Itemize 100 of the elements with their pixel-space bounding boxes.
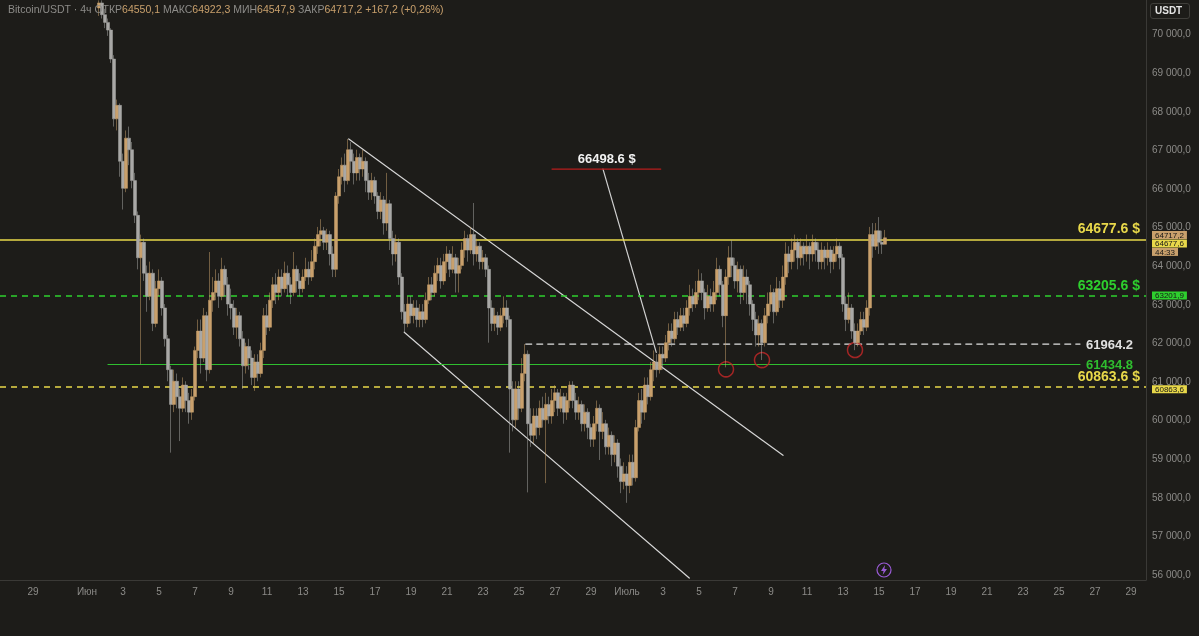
y-tick-label: 64677,6 (1155, 239, 1185, 249)
x-tick-label: 9 (768, 585, 775, 597)
candlestick (265, 303, 269, 336)
candlestick (409, 296, 413, 324)
candlestick (829, 245, 833, 274)
y-tick-label: 56 000,0 (1152, 568, 1192, 580)
candlestick (661, 346, 665, 370)
candlestick (577, 396, 581, 421)
x-tick-label: 23 (477, 585, 489, 597)
x-tick-label: 11 (801, 585, 813, 597)
candlestick (472, 202, 476, 266)
x-tick-label: Июн (76, 585, 98, 597)
candlestick (820, 242, 824, 270)
x-tick-label: 13 (297, 585, 309, 597)
candlestick (547, 396, 551, 424)
candlestick (481, 249, 485, 270)
y-axis-title: USDT (1150, 3, 1190, 19)
y-tick-label: 59 000,0 (1152, 452, 1192, 464)
candlestick (541, 396, 545, 428)
candlestick (808, 242, 812, 270)
chart-title: Bitcoin/USDT · 4ч (8, 3, 92, 15)
x-tick-label: 21 (981, 585, 993, 597)
x-tick-label: 9 (228, 585, 235, 597)
x-tick-label: 5 (696, 585, 703, 597)
candlestick (496, 311, 500, 336)
candlestick (817, 242, 821, 270)
candlestick (208, 251, 212, 374)
candlestick (274, 272, 278, 305)
candlestick (307, 261, 311, 286)
candlestick (826, 242, 830, 266)
candlestick (139, 234, 143, 365)
candlestick (655, 354, 659, 378)
candlestick (277, 269, 281, 301)
x-tick-label: 13 (837, 585, 849, 597)
candlestick (556, 388, 560, 417)
candlestick (622, 462, 626, 490)
y-tick-label: 69 000,0 (1152, 67, 1192, 79)
candlestick (292, 251, 296, 297)
candlestick (847, 292, 851, 324)
candlestick (871, 222, 875, 259)
x-tick-label: 3 (120, 585, 127, 597)
candlestick (544, 392, 548, 484)
candlestick (823, 245, 827, 270)
candlestick (124, 130, 128, 193)
y-tick-label: 64717,2 (1155, 230, 1185, 240)
candlestick (361, 149, 365, 177)
candlestick (625, 465, 629, 504)
y-tick-label: 64 000,0 (1152, 260, 1192, 271)
x-tick-label: 17 (369, 585, 381, 597)
y-tick-label: 63 000,0 (1152, 298, 1192, 310)
candlestick (775, 276, 779, 316)
candlestick (535, 408, 539, 440)
y-tick-label: 65 000,0 (1152, 221, 1192, 233)
candlestick (451, 245, 455, 274)
candlestick (628, 454, 632, 494)
candlestick (532, 408, 536, 444)
x-tick-label: 25 (1053, 585, 1065, 597)
x-tick-label: 25 (513, 585, 525, 597)
data-label: 61434.8 (1086, 356, 1133, 372)
y-tick-label: 58 000,0 (1152, 491, 1192, 503)
annotation: 66498.6 $ (577, 151, 637, 167)
candlestick (676, 311, 680, 336)
candlestick (295, 265, 299, 293)
candlestick (679, 307, 683, 332)
y-tick-label: 67 000,0 (1152, 144, 1192, 156)
candlestick (874, 222, 878, 251)
data-label: 61964.2 (1086, 336, 1133, 352)
candlestick (439, 257, 443, 289)
candlestick (799, 238, 803, 266)
candlestick (415, 299, 419, 328)
x-tick-label: 15 (333, 585, 345, 597)
x-tick-label: 7 (732, 585, 739, 597)
candlestick (256, 354, 260, 382)
candlestick (418, 303, 422, 328)
candlestick (691, 288, 695, 313)
candlestick (538, 400, 542, 436)
candlestick (607, 427, 611, 455)
x-tick-label: 11 (261, 585, 273, 597)
candlestick (613, 435, 617, 463)
candlestick (514, 381, 518, 428)
y-tick-label: 62 000,0 (1152, 337, 1192, 349)
candlestick (406, 296, 410, 328)
candlestick (796, 238, 800, 270)
candlestick (322, 226, 326, 251)
x-tick-label: 21 (441, 585, 453, 597)
candlestick (172, 369, 176, 413)
candlestick (736, 261, 740, 293)
candlestick (148, 261, 152, 301)
candlestick (421, 303, 425, 328)
candlestick (355, 149, 359, 181)
candlestick (802, 242, 806, 266)
candlestick (862, 311, 866, 336)
y-tick-label: 60863,6 (1155, 385, 1185, 395)
candlestick (643, 377, 647, 421)
y-tick-label: 61 000,0 (1152, 375, 1192, 387)
candlestick (478, 242, 482, 270)
candlestick (151, 269, 155, 332)
candlestick (709, 288, 713, 313)
text: 44:33 (1155, 247, 1176, 257)
candlestick (610, 431, 614, 467)
